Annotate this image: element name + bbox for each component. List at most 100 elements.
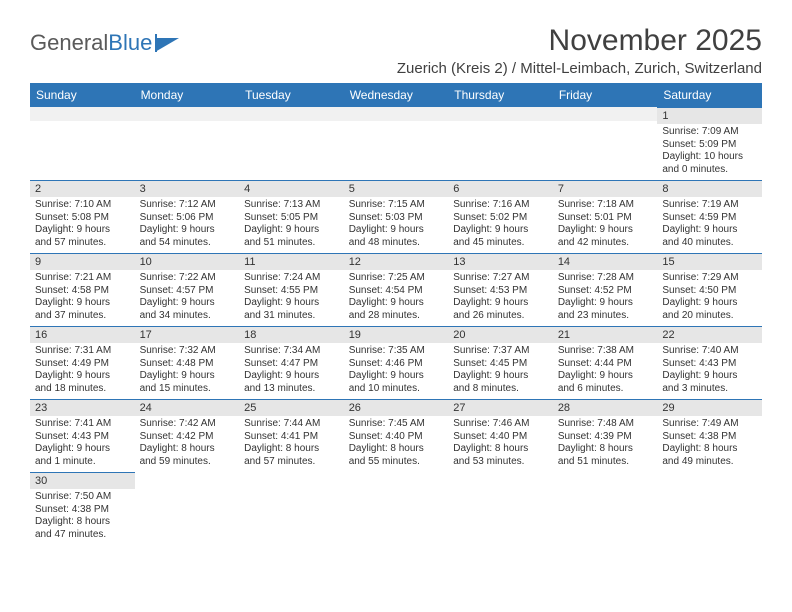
calendar-cell	[30, 107, 135, 180]
day-info: Sunrise: 7:21 AMSunset: 4:58 PMDaylight:…	[30, 270, 135, 326]
empty-leading-strip	[30, 107, 135, 121]
sunrise-text: Sunrise: 7:34 AM	[244, 345, 339, 358]
day-info: Sunrise: 7:31 AMSunset: 4:49 PMDaylight:…	[30, 343, 135, 399]
daylight-text-2: and 13 minutes.	[244, 383, 339, 396]
day-number: 12	[344, 253, 449, 270]
calendar-cell: 2Sunrise: 7:10 AMSunset: 5:08 PMDaylight…	[30, 180, 135, 253]
sunset-text: Sunset: 4:53 PM	[453, 285, 548, 298]
sunrise-text: Sunrise: 7:19 AM	[662, 199, 757, 212]
sunrise-text: Sunrise: 7:15 AM	[349, 199, 444, 212]
calendar-body: 1Sunrise: 7:09 AMSunset: 5:09 PMDaylight…	[30, 107, 762, 545]
daylight-text-2: and 37 minutes.	[35, 310, 130, 323]
calendar-week-row: 1Sunrise: 7:09 AMSunset: 5:09 PMDaylight…	[30, 107, 762, 180]
day-number: 7	[553, 180, 658, 197]
daylight-text-1: Daylight: 9 hours	[349, 370, 444, 383]
daylight-text-1: Daylight: 8 hours	[558, 443, 653, 456]
sunset-text: Sunset: 4:54 PM	[349, 285, 444, 298]
daylight-text-2: and 8 minutes.	[453, 383, 548, 396]
day-number: 26	[344, 399, 449, 416]
daylight-text-1: Daylight: 9 hours	[662, 370, 757, 383]
calendar-cell: 9Sunrise: 7:21 AMSunset: 4:58 PMDaylight…	[30, 253, 135, 326]
day-number: 14	[553, 253, 658, 270]
calendar-table: SundayMondayTuesdayWednesdayThursdayFrid…	[30, 83, 762, 545]
sunrise-text: Sunrise: 7:50 AM	[35, 491, 130, 504]
sunrise-text: Sunrise: 7:12 AM	[140, 199, 235, 212]
day-number: 17	[135, 326, 240, 343]
sunrise-text: Sunrise: 7:37 AM	[453, 345, 548, 358]
calendar-week-row: 23Sunrise: 7:41 AMSunset: 4:43 PMDayligh…	[30, 399, 762, 472]
weekday-header: Saturday	[657, 83, 762, 107]
calendar-cell: 21Sunrise: 7:38 AMSunset: 4:44 PMDayligh…	[553, 326, 658, 399]
day-info: Sunrise: 7:38 AMSunset: 4:44 PMDaylight:…	[553, 343, 658, 399]
calendar-cell	[553, 107, 658, 180]
calendar-cell: 6Sunrise: 7:16 AMSunset: 5:02 PMDaylight…	[448, 180, 553, 253]
daylight-text-2: and 45 minutes.	[453, 237, 548, 250]
day-number: 9	[30, 253, 135, 270]
calendar-cell	[344, 472, 449, 545]
sunrise-text: Sunrise: 7:49 AM	[662, 418, 757, 431]
daylight-text-2: and 31 minutes.	[244, 310, 339, 323]
calendar-week-row: 30Sunrise: 7:50 AMSunset: 4:38 PMDayligh…	[30, 472, 762, 545]
sunset-text: Sunset: 4:49 PM	[35, 358, 130, 371]
sunrise-text: Sunrise: 7:24 AM	[244, 272, 339, 285]
day-info: Sunrise: 7:19 AMSunset: 4:59 PMDaylight:…	[657, 197, 762, 253]
daylight-text-1: Daylight: 9 hours	[35, 297, 130, 310]
day-number: 21	[553, 326, 658, 343]
daylight-text-2: and 3 minutes.	[662, 383, 757, 396]
day-info: Sunrise: 7:32 AMSunset: 4:48 PMDaylight:…	[135, 343, 240, 399]
sunset-text: Sunset: 4:48 PM	[140, 358, 235, 371]
day-number: 4	[239, 180, 344, 197]
sunset-text: Sunset: 4:55 PM	[244, 285, 339, 298]
daylight-text-2: and 49 minutes.	[662, 456, 757, 469]
empty-leading-strip	[553, 107, 658, 121]
calendar-cell: 28Sunrise: 7:48 AMSunset: 4:39 PMDayligh…	[553, 399, 658, 472]
sunset-text: Sunset: 4:41 PM	[244, 431, 339, 444]
calendar-cell: 12Sunrise: 7:25 AMSunset: 4:54 PMDayligh…	[344, 253, 449, 326]
calendar-cell	[448, 472, 553, 545]
daylight-text-2: and 54 minutes.	[140, 237, 235, 250]
day-number: 28	[553, 399, 658, 416]
calendar-cell: 17Sunrise: 7:32 AMSunset: 4:48 PMDayligh…	[135, 326, 240, 399]
sunrise-text: Sunrise: 7:21 AM	[35, 272, 130, 285]
daylight-text-1: Daylight: 9 hours	[140, 297, 235, 310]
day-number: 13	[448, 253, 553, 270]
daylight-text-1: Daylight: 9 hours	[244, 370, 339, 383]
daylight-text-1: Daylight: 9 hours	[35, 443, 130, 456]
calendar-cell: 4Sunrise: 7:13 AMSunset: 5:05 PMDaylight…	[239, 180, 344, 253]
empty-leading-strip	[448, 107, 553, 121]
sunrise-text: Sunrise: 7:46 AM	[453, 418, 548, 431]
sunset-text: Sunset: 5:08 PM	[35, 212, 130, 225]
day-info: Sunrise: 7:41 AMSunset: 4:43 PMDaylight:…	[30, 416, 135, 472]
sunrise-text: Sunrise: 7:10 AM	[35, 199, 130, 212]
sunrise-text: Sunrise: 7:44 AM	[244, 418, 339, 431]
calendar-cell: 30Sunrise: 7:50 AMSunset: 4:38 PMDayligh…	[30, 472, 135, 545]
calendar-cell: 1Sunrise: 7:09 AMSunset: 5:09 PMDaylight…	[657, 107, 762, 180]
header: GeneralBlue November 2025	[30, 24, 762, 58]
calendar-week-row: 16Sunrise: 7:31 AMSunset: 4:49 PMDayligh…	[30, 326, 762, 399]
calendar-cell	[239, 472, 344, 545]
day-info: Sunrise: 7:13 AMSunset: 5:05 PMDaylight:…	[239, 197, 344, 253]
weekday-header: Monday	[135, 83, 240, 107]
sunset-text: Sunset: 4:43 PM	[662, 358, 757, 371]
daylight-text-1: Daylight: 9 hours	[244, 297, 339, 310]
daylight-text-1: Daylight: 8 hours	[453, 443, 548, 456]
calendar-cell	[448, 107, 553, 180]
sunset-text: Sunset: 4:50 PM	[662, 285, 757, 298]
daylight-text-1: Daylight: 9 hours	[453, 297, 548, 310]
weekday-header: Sunday	[30, 83, 135, 107]
weekday-header-row: SundayMondayTuesdayWednesdayThursdayFrid…	[30, 83, 762, 107]
calendar-cell	[135, 107, 240, 180]
daylight-text-1: Daylight: 8 hours	[349, 443, 444, 456]
calendar-page: GeneralBlue November 2025 Zuerich (Kreis…	[0, 0, 792, 545]
sunrise-text: Sunrise: 7:35 AM	[349, 345, 444, 358]
sunrise-text: Sunrise: 7:38 AM	[558, 345, 653, 358]
logo-word1: General	[30, 30, 108, 56]
calendar-cell: 11Sunrise: 7:24 AMSunset: 4:55 PMDayligh…	[239, 253, 344, 326]
day-info: Sunrise: 7:22 AMSunset: 4:57 PMDaylight:…	[135, 270, 240, 326]
sunset-text: Sunset: 4:39 PM	[558, 431, 653, 444]
sunset-text: Sunset: 5:03 PM	[349, 212, 444, 225]
day-number: 1	[657, 107, 762, 124]
daylight-text-2: and 51 minutes.	[558, 456, 653, 469]
day-number: 10	[135, 253, 240, 270]
daylight-text-2: and 20 minutes.	[662, 310, 757, 323]
